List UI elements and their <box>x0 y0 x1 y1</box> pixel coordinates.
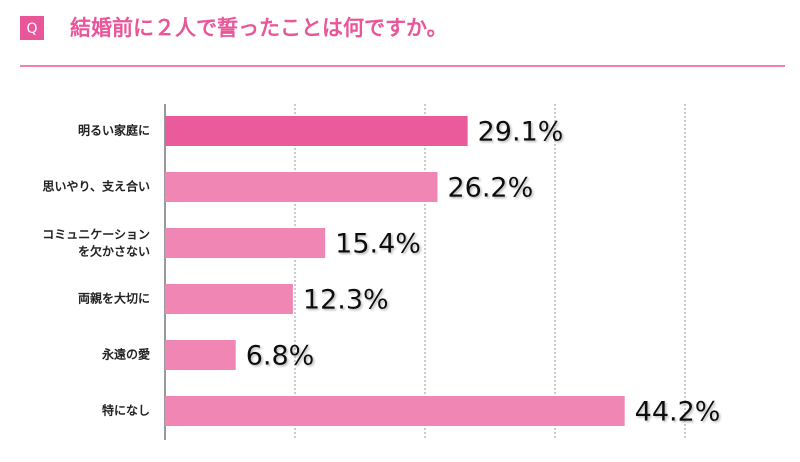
q-badge <box>20 16 44 40</box>
value-label: 12.3% <box>303 285 389 316</box>
q-badge-text: Q <box>26 21 37 37</box>
value-label: 29.1% <box>478 117 564 148</box>
category-label: 明るい家庭に <box>78 123 150 138</box>
bar <box>165 284 293 314</box>
category-label: 思いやり、支え合い <box>42 179 150 194</box>
bar <box>165 340 236 370</box>
chart-title: 結婚前に２人で誓ったことは何ですか。 <box>70 16 448 40</box>
category-label: 永遠の愛 <box>101 347 150 362</box>
category-label: コミュニケーションを欠かさない <box>42 227 150 258</box>
value-label: 26.2% <box>447 173 533 204</box>
value-label: 6.8% <box>246 341 315 372</box>
bar <box>165 396 625 426</box>
bar <box>165 116 468 146</box>
category-label: 両親を大切に <box>78 291 150 306</box>
value-label: 15.4% <box>335 229 421 260</box>
bar <box>165 172 438 202</box>
category-label: 特になし <box>102 403 150 418</box>
value-label: 44.2% <box>635 397 721 428</box>
category-label-line: を欠かさない <box>78 243 150 258</box>
bar <box>165 228 326 258</box>
category-label-line: コミュニケーション <box>42 227 150 241</box>
